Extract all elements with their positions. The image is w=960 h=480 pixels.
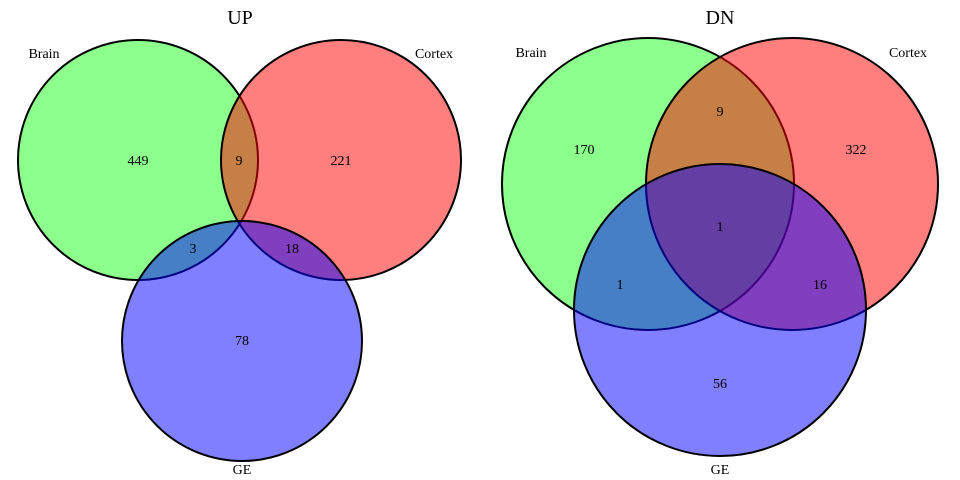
venn-up-ge-label: GE [233, 463, 252, 478]
venn-dn: DN Brain Cortex GE 170 9 322 1 1 16 56 [501, 7, 939, 478]
venn-up-count-brain-cortex: 9 [236, 154, 243, 169]
venn-up-count-brain-ge: 3 [190, 242, 197, 257]
venn-up: UP Brain Cortex GE 449 9 221 3 18 78 [17, 7, 462, 478]
venn-up-brain-label: Brain [28, 47, 59, 62]
venn-dn-count-all-three: 1 [717, 220, 724, 235]
venn-dn-ge-label: GE [711, 463, 730, 478]
venn-dn-title: DN [706, 7, 735, 29]
venn-up-ge-circle [121, 220, 363, 462]
venn-dn-count-brain-ge: 1 [617, 278, 624, 293]
venn-dn-count-ge-only: 56 [713, 377, 727, 392]
venn-up-count-brain-only: 449 [128, 154, 149, 169]
venn-dn-count-cortex-only: 322 [846, 143, 867, 158]
venn-dn-count-brain-only: 170 [574, 143, 595, 158]
venn-up-title: UP [227, 7, 253, 29]
venn-up-cortex-label: Cortex [415, 47, 453, 62]
venn-dn-cortex-label: Cortex [889, 46, 927, 61]
venn-dn-ge-circle [573, 163, 867, 457]
venn-dn-brain-label: Brain [515, 46, 546, 61]
venn-up-count-cortex-ge: 18 [285, 242, 299, 257]
venn-dn-count-cortex-ge: 16 [813, 278, 827, 293]
venn-dn-count-brain-cortex: 9 [717, 105, 724, 120]
venn-up-count-ge-only: 78 [235, 334, 249, 349]
venn-up-count-cortex-only: 221 [331, 154, 352, 169]
